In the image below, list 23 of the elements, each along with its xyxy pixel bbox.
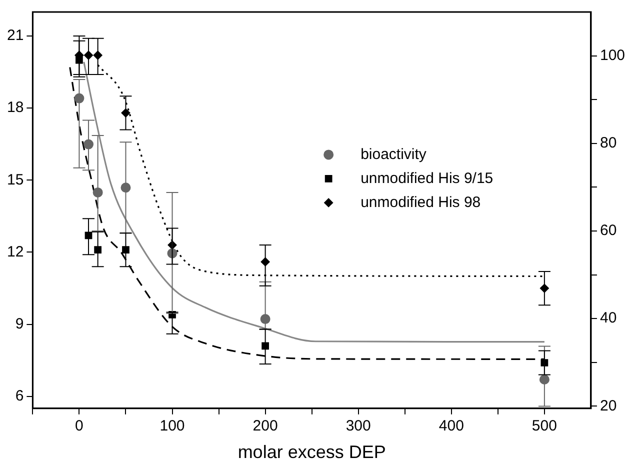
point <box>122 246 130 254</box>
x-tick-label: 300 <box>346 418 371 435</box>
y-tick-label: 6 <box>15 388 24 405</box>
x-tick-label: 100 <box>160 418 185 435</box>
x-tick-label: 0 <box>75 418 84 435</box>
y2-tick-label: 20 <box>600 397 617 414</box>
x-axis-title: molar excess DEP <box>238 442 386 462</box>
legend-label: unmodified His 98 <box>360 194 481 211</box>
y2-tick-label: 100 <box>600 46 626 64</box>
y-tick-label: 12 <box>6 243 24 260</box>
x-tick-label: 400 <box>438 418 464 435</box>
point <box>94 246 102 254</box>
y-tick-label: 15 <box>6 171 24 188</box>
legend-label: bioactivity <box>360 146 427 163</box>
y2-tick-label: 40 <box>600 310 617 327</box>
y2-tick-label: 80 <box>600 134 617 152</box>
y-tick-label: 9 <box>15 315 24 332</box>
x-tick-label: 500 <box>532 418 557 435</box>
y-tick-label: 21 <box>6 27 24 44</box>
legend-label: unmodified His 9/15 <box>360 170 494 187</box>
x-tick-label: 200 <box>252 418 278 435</box>
y2-tick-label: 60 <box>600 222 617 240</box>
y-tick-label: 18 <box>6 99 24 116</box>
